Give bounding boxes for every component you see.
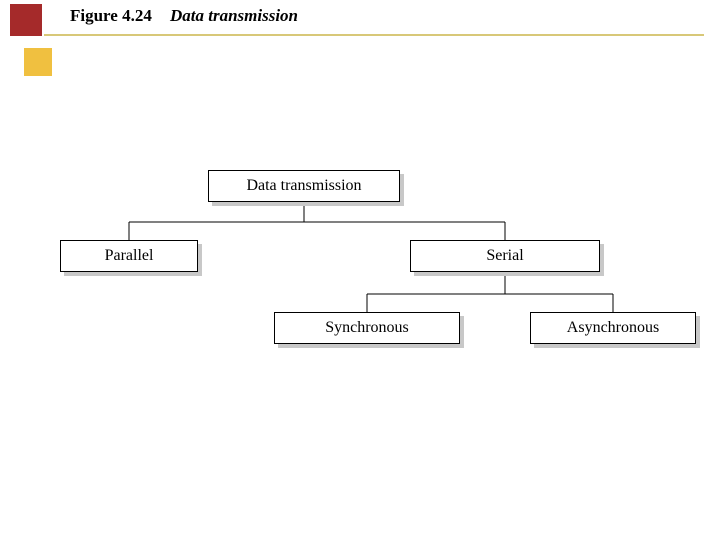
tree-node-serial: Serial — [410, 240, 600, 272]
tree-node-root: Data transmission — [208, 170, 400, 202]
tree-node-sync: Synchronous — [274, 312, 460, 344]
tree-node-parallel: Parallel — [60, 240, 198, 272]
tree-node-async: Asynchronous — [530, 312, 696, 344]
tree-diagram: Data transmission Parallel Serial Synchrono… — [0, 0, 720, 540]
